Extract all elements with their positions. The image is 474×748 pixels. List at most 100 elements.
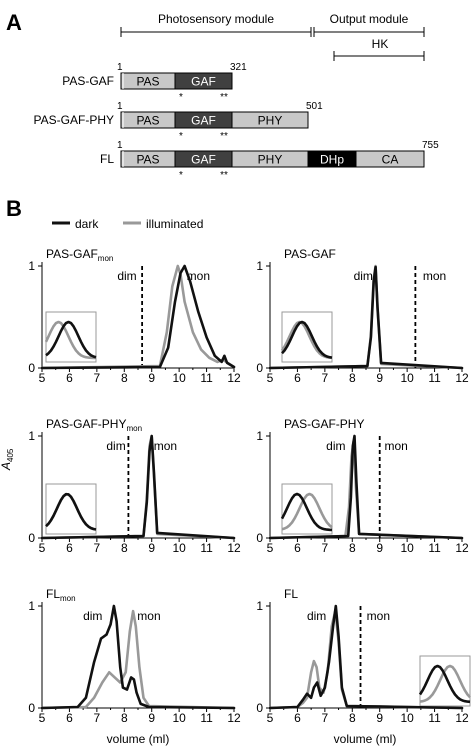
construct-name: PAS-GAF <box>62 74 114 88</box>
x-tick-label: 12 <box>455 711 469 725</box>
construct-start: 1 <box>117 62 123 73</box>
x-tick-label: 10 <box>172 371 186 385</box>
y-tick-label: 0 <box>256 531 263 545</box>
chromatogram-2: PAS-GAF 0 1 5 6 7 8 9 10 11 12 dim mon <box>256 247 469 385</box>
x-tick-label: 5 <box>39 541 46 555</box>
y-tick-label: 0 <box>28 361 35 375</box>
x-tick-label: 10 <box>172 541 186 555</box>
x-tick-label: 10 <box>400 371 414 385</box>
chart-title-main: PAS-GAF-PHY <box>284 417 364 431</box>
domain-label: PHY <box>258 153 283 167</box>
construct-end: 321 <box>230 62 247 73</box>
inset-box <box>45 483 97 535</box>
chart-title: PAS-GAF-PHY <box>284 417 364 431</box>
x-tick-label: 6 <box>294 711 301 725</box>
y-tick-label: 1 <box>256 599 263 613</box>
inset-curve-illuminated <box>419 664 471 703</box>
inset <box>280 311 333 363</box>
legend: dark illuminated <box>52 217 203 231</box>
x-tick-label: 6 <box>66 371 73 385</box>
x-tick-label: 6 <box>66 711 73 725</box>
construct-start: 1 <box>117 101 123 112</box>
x-tick-label: 8 <box>349 711 356 725</box>
chart-title-sub: mon <box>98 254 114 263</box>
domain-label: PAS <box>136 153 159 167</box>
inset <box>418 655 471 707</box>
y-tick-label: 1 <box>28 429 35 443</box>
annotation-mon: mon <box>154 439 177 453</box>
domain-label: PAS <box>136 114 159 128</box>
construct-name: PAS-GAF-PHY <box>34 113 114 127</box>
annotation-mon: mon <box>384 439 407 453</box>
construct-start: 1 <box>117 140 123 151</box>
domain-label: CA <box>382 153 399 167</box>
domain-gaf <box>174 72 233 90</box>
x-tick-label: 9 <box>148 541 155 555</box>
annotation-mon: mon <box>187 269 210 283</box>
chart-title: FL <box>284 587 298 601</box>
domain-label: DHp <box>320 153 344 167</box>
inset-curve-dark <box>45 492 97 531</box>
chart-title: FLmon <box>46 587 76 603</box>
x-tick-label: 9 <box>148 711 155 725</box>
x-tick-label: 11 <box>428 371 441 385</box>
y-axis-label: A405 <box>0 448 15 471</box>
mutation-mark: ** <box>220 92 228 103</box>
x-tick-label: 5 <box>267 711 274 725</box>
construct-end: 755 <box>422 140 439 151</box>
x-tick-label: 6 <box>294 371 301 385</box>
inset-curve-dark <box>418 664 471 704</box>
mutation-mark: * <box>179 92 183 103</box>
chart-title-main: PAS-GAF <box>46 247 98 261</box>
x-tick-label: 5 <box>267 371 274 385</box>
series-dark <box>40 604 236 710</box>
chart-title: PAS-GAF <box>284 247 336 261</box>
domain-label: GAF <box>191 75 216 89</box>
inset <box>45 483 97 535</box>
x-tick-label: 9 <box>376 371 383 385</box>
domain-ca <box>355 150 425 168</box>
y-tick-label: 1 <box>256 259 263 273</box>
x-tick-label: 7 <box>322 371 329 385</box>
x-tick-label: 12 <box>455 371 469 385</box>
hk-label: HK <box>372 37 389 51</box>
series-dark <box>40 264 236 370</box>
annotation-dim: dim <box>326 439 345 453</box>
x-tick-label: 8 <box>349 371 356 385</box>
construct-end: 501 <box>306 101 323 112</box>
mutation-mark: ** <box>220 131 228 142</box>
x-tick-label: 8 <box>121 541 128 555</box>
chart-title-main: PAS-GAF-PHY <box>46 417 126 431</box>
x-tick-label: 12 <box>455 541 469 555</box>
module-header: Photosensory module Output module HK <box>120 12 425 61</box>
inset-curve-dark <box>45 320 97 359</box>
inset-curve-illuminated <box>44 320 97 360</box>
x-tick-label: 11 <box>200 711 213 725</box>
panel-label-b: B <box>6 196 22 221</box>
inset-curve-dark <box>281 320 333 359</box>
x-tick-label: 10 <box>400 541 414 555</box>
y-tick-label: 0 <box>28 701 35 715</box>
chromatogram-6: FL 0 1 5 6 7 8 9 10 11 12 dim mon <box>256 587 471 725</box>
x-tick-label: 7 <box>94 711 101 725</box>
y-tick-label: 1 <box>256 429 263 443</box>
x-tick-label: 12 <box>227 711 241 725</box>
annotation-dim: dim <box>83 609 102 623</box>
series-illuminated <box>40 264 236 370</box>
x-tick-label: 12 <box>227 371 241 385</box>
chart-title-sub: mon <box>60 594 76 603</box>
domain-label: GAF <box>191 114 216 128</box>
chart-title-main: FL <box>284 587 298 601</box>
x-tick-label: 10 <box>172 711 186 725</box>
x-tick-label: 5 <box>267 541 274 555</box>
y-tick-label: 1 <box>28 259 35 273</box>
chart-title-sub: mon <box>126 424 142 433</box>
chart-title-main: PAS-GAF <box>284 247 336 261</box>
series-illuminated <box>40 609 236 710</box>
